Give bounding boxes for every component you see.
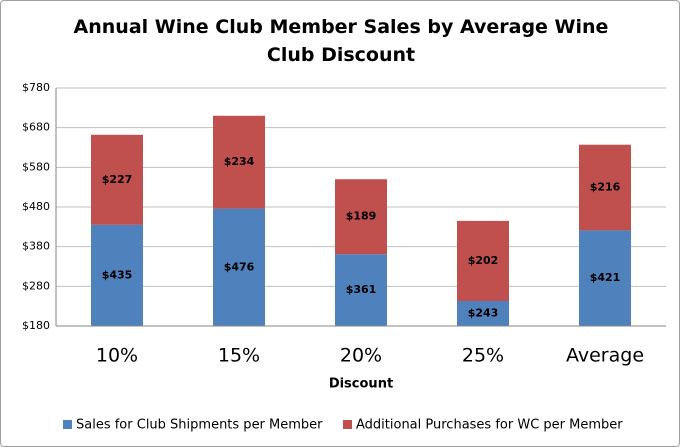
data-label: $435 [102,268,133,281]
data-label: $202 [468,254,499,267]
data-label: $234 [224,155,255,168]
legend-label: Sales for Club Shipments per Member [76,418,323,433]
data-label: $216 [590,181,621,194]
data-label: $243 [468,307,499,320]
y-tick-label: $780 [22,81,50,94]
legend-swatch [343,420,352,429]
bar-segment [335,179,387,255]
bar-segment [213,208,265,326]
chart-title: Annual Wine Club Member Sales by Average… [73,16,609,66]
y-tick-label: $180 [22,319,50,332]
x-tick-label: Average [566,345,644,367]
bar-segment [91,134,143,225]
x-axis-label: Discount [329,377,393,392]
bar-segment [457,301,509,326]
legend-label: Additional Purchases for WC per Member [356,418,623,433]
bar-segment [335,254,387,326]
y-tick-label: $480 [22,200,50,213]
y-tick-label: $680 [22,121,50,134]
data-label: $421 [590,271,621,284]
bar-segment [579,230,631,326]
data-label: $361 [346,283,377,296]
bar-segment [579,144,631,231]
bar-segment [91,224,143,326]
data-label: $476 [224,260,255,273]
x-tick-label: 20% [340,345,382,367]
x-tick-label: 10% [96,345,138,367]
x-tick-label: 15% [218,345,260,367]
bar-segment [457,220,509,302]
legend-swatch [63,420,72,429]
data-label: $189 [346,210,377,223]
y-tick-label: $580 [22,160,50,173]
bar-segment [213,115,265,209]
y-tick-label: $380 [22,240,50,253]
x-tick-label: 25% [462,345,504,367]
data-label: $227 [102,173,133,186]
y-tick-label: $280 [22,279,50,292]
